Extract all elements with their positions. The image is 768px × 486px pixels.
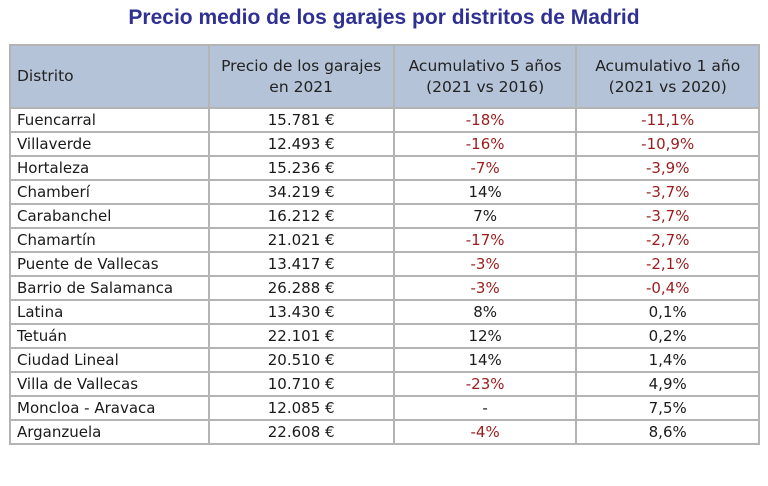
header-row: Distrito Precio de los garajes en 2021 Ac…: [9, 44, 760, 109]
district-cell: Arganzuela: [9, 419, 210, 445]
header-cum5-line2: (2021 vs 2016): [426, 77, 545, 96]
table-row: Carabanchel 16.212 €7% -3,7%: [9, 203, 760, 229]
price-cell: 13.430 €: [207, 299, 395, 325]
district-cell: Barrio de Salamanca: [9, 275, 210, 301]
cumulative-5y-cell: -3%: [392, 275, 578, 301]
table-row: Fuencarral 15.781 € -18% -11,1%: [9, 107, 760, 133]
cumulative-1y-cell: 8,6%: [575, 419, 760, 445]
price-cell: 15.781 €: [207, 107, 395, 133]
price-cell: 12.493 €: [207, 131, 395, 157]
district-cell: Carabanchel: [9, 203, 210, 229]
district-cell: Puente de Vallecas: [9, 251, 210, 277]
table-row: Villa de Vallecas 10.710 € -23% 4,9%: [9, 371, 760, 397]
table-row: Chamartín 21.021 € -17% -2,7%: [9, 227, 760, 253]
header-district: Distrito: [9, 44, 210, 109]
cumulative-5y-cell: -18%: [392, 107, 578, 133]
cumulative-5y-cell: 14%: [392, 179, 578, 205]
table-row: Chamberí 34.219 €14% -3,7%: [9, 179, 760, 205]
district-cell: Fuencarral: [9, 107, 210, 133]
table-body: Fuencarral 15.781 € -18% -11,1% Villaverde 12…: [9, 107, 760, 445]
table-row: Arganzuela 22.608 € -4% 8,6%: [9, 419, 760, 445]
cumulative-5y-cell: 12%: [392, 323, 578, 349]
cumulative-5y-cell: -: [392, 395, 578, 421]
cumulative-1y-cell: -2,7%: [575, 227, 760, 253]
price-cell: 15.236 €: [207, 155, 395, 181]
cumulative-5y-cell: -17%: [392, 227, 578, 253]
price-cell: 22.608 €: [207, 419, 395, 445]
header-cumulative-1y: Acumulativo 1 año (2021 vs 2020): [575, 44, 760, 109]
price-cell: 22.101 €: [207, 323, 395, 349]
table-row: Barrio de Salamanca 26.288 € -3% -0,4%: [9, 275, 760, 301]
district-cell: Tetuán: [9, 323, 210, 349]
cumulative-1y-cell: -11,1%: [575, 107, 760, 133]
table-row: Puente de Vallecas 13.417 € -3% -2,1%: [9, 251, 760, 277]
table-row: Hortaleza 15.236 € -7% -3,9%: [9, 155, 760, 181]
cumulative-5y-cell: 14%: [392, 347, 578, 373]
price-cell: 26.288 €: [207, 275, 395, 301]
table-row: Latina 13.430 €8% 0,1%: [9, 299, 760, 325]
cumulative-1y-cell: -3,7%: [575, 203, 760, 229]
district-cell: Hortaleza: [9, 155, 210, 181]
cumulative-1y-cell: 4,9%: [575, 371, 760, 397]
header-price: Precio de los garajes en 2021: [207, 44, 395, 109]
cumulative-5y-cell: 8%: [392, 299, 578, 325]
header-cumulative-5y: Acumulativo 5 años (2021 vs 2016): [392, 44, 578, 109]
price-cell: 10.710 €: [207, 371, 395, 397]
cumulative-1y-cell: 0,1%: [575, 299, 760, 325]
district-cell: Villa de Vallecas: [9, 371, 210, 397]
cumulative-1y-cell: -3,9%: [575, 155, 760, 181]
cumulative-1y-cell: 1,4%: [575, 347, 760, 373]
header-cum1-line2: (2021 vs 2020): [608, 77, 727, 96]
price-cell: 16.212 €: [207, 203, 395, 229]
page-title: Precio medio de los garajes por distrito…: [128, 6, 640, 29]
price-cell: 34.219 €: [207, 179, 395, 205]
header-price-line2: en 2021: [269, 77, 334, 96]
cumulative-1y-cell: -2,1%: [575, 251, 760, 277]
header-price-line1: Precio de los garajes: [221, 56, 382, 75]
cumulative-5y-cell: -23%: [392, 371, 578, 397]
cumulative-1y-cell: -0,4%: [575, 275, 760, 301]
price-cell: 12.085 €: [207, 395, 395, 421]
district-cell: Latina: [9, 299, 210, 325]
price-cell: 13.417 €: [207, 251, 395, 277]
cumulative-5y-cell: -16%: [392, 131, 578, 157]
table-header: Distrito Precio de los garajes en 2021 Ac…: [9, 44, 760, 109]
table-row: Ciudad Lineal 20.510 €14% 1,4%: [9, 347, 760, 373]
cumulative-5y-cell: -3%: [392, 251, 578, 277]
cumulative-5y-cell: -4%: [392, 419, 578, 445]
price-cell: 20.510 €: [207, 347, 395, 373]
table-row: Tetuán 22.101 €12% 0,2%: [9, 323, 760, 349]
cumulative-5y-cell: 7%: [392, 203, 578, 229]
district-cell: Ciudad Lineal: [9, 347, 210, 373]
header-cum5-line1: Acumulativo 5 años: [408, 56, 562, 75]
cumulative-1y-cell: 0,2%: [575, 323, 760, 349]
price-cell: 21.021 €: [207, 227, 395, 253]
district-cell: Chamartín: [9, 227, 210, 253]
garage-price-table: Distrito Precio de los garajes en 2021 Ac…: [9, 44, 760, 445]
header-cum1-line1: Acumulativo 1 año: [595, 56, 741, 75]
cumulative-1y-cell: -10,9%: [575, 131, 760, 157]
district-cell: Chamberí: [9, 179, 210, 205]
district-cell: Moncloa - Aravaca: [9, 395, 210, 421]
header-district-label: Distrito: [17, 67, 74, 85]
table-row: Villaverde 12.493 € -16% -10,9%: [9, 131, 760, 157]
table-row: Moncloa - Aravaca 12.085 € -7,5%: [9, 395, 760, 421]
cumulative-1y-cell: 7,5%: [575, 395, 760, 421]
cumulative-1y-cell: -3,7%: [575, 179, 760, 205]
cumulative-5y-cell: -7%: [392, 155, 578, 181]
district-cell: Villaverde: [9, 131, 210, 157]
